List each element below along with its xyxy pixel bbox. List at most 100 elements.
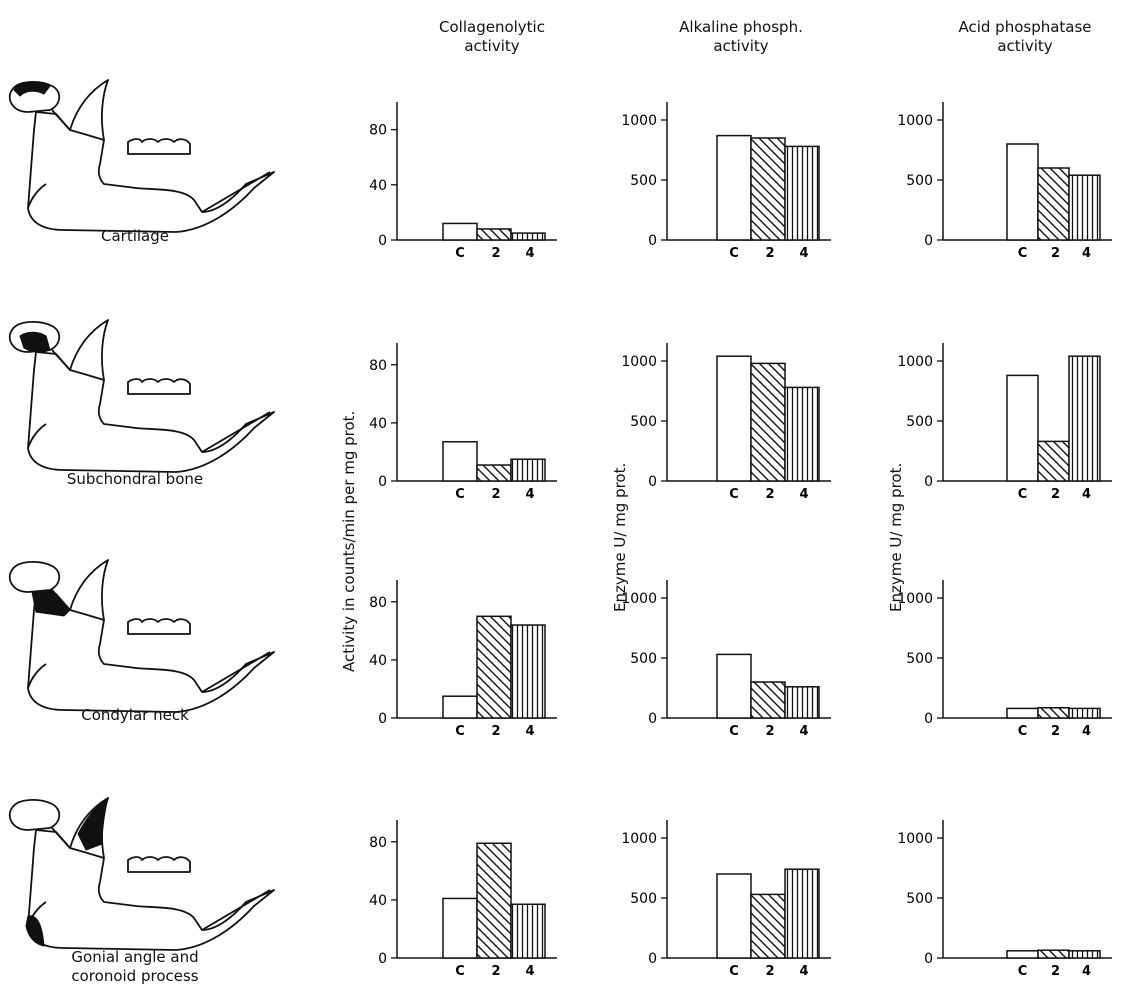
chart-panel: 0 40 80 C 2 4 <box>369 343 557 502</box>
highlight-cartilage <box>13 81 51 97</box>
chart-panel: 0 40 80 C 2 4 <box>369 820 557 979</box>
teeth-outline <box>127 856 191 873</box>
x-tick-label: 4 <box>525 246 534 261</box>
mandible-illustration <box>8 796 275 951</box>
condyle-outline <box>8 321 61 353</box>
y-tick-label: 500 <box>906 891 933 907</box>
x-tick-label: 4 <box>799 964 808 979</box>
bar <box>1006 143 1039 241</box>
gonial-line <box>27 423 47 449</box>
neck-line <box>51 827 71 849</box>
incisor-line <box>201 171 271 213</box>
highlight-neck <box>31 589 71 617</box>
y-tick-label: 1000 <box>897 831 933 847</box>
y-tick-label: 0 <box>648 474 657 490</box>
x-tick-label: 2 <box>765 246 774 261</box>
bar <box>750 893 786 959</box>
bar <box>442 695 478 719</box>
y-tick-label: 80 <box>369 358 387 374</box>
bar <box>1068 174 1101 241</box>
coronoid-outline <box>69 559 109 621</box>
y-tick-label: 0 <box>648 711 657 727</box>
x-tick-label: 4 <box>1082 246 1091 261</box>
x-tick-label: C <box>729 964 739 979</box>
column-header-alkaline: Alkaline phosph. activity <box>646 18 836 56</box>
x-tick-label: C <box>729 487 739 502</box>
bar <box>1068 950 1101 959</box>
x-tick-label: 4 <box>525 487 534 502</box>
neck-line <box>51 349 71 371</box>
bar <box>784 145 820 241</box>
teeth-outline <box>127 378 191 395</box>
mandible-illustration <box>8 79 275 233</box>
bar <box>510 232 546 241</box>
highlight-gonial <box>25 915 45 947</box>
y-tick-label: 0 <box>648 233 657 249</box>
y-tick-label: 40 <box>369 893 387 909</box>
y-tick-label: 1000 <box>621 591 657 607</box>
x-tick-label: 4 <box>799 724 808 739</box>
x-tick-label: 4 <box>525 724 534 739</box>
bar <box>476 464 512 482</box>
bar <box>510 458 546 482</box>
x-tick-label: 4 <box>799 487 808 502</box>
y-tick-label: 500 <box>906 173 933 189</box>
y-tick-label: 40 <box>369 416 387 432</box>
bar <box>750 362 786 482</box>
y-tick-label: 80 <box>369 123 387 139</box>
chart-panel: 0 500 1000 C 2 4 <box>621 102 831 261</box>
x-tick-label: 4 <box>1082 724 1091 739</box>
mandible-outline <box>27 829 275 951</box>
coronoid-outline <box>69 319 109 381</box>
bar <box>510 624 546 719</box>
bar <box>476 615 512 719</box>
row-label-line2: coronoid process <box>71 967 199 985</box>
y-tick-label: 500 <box>630 414 657 430</box>
mandible-outline <box>27 591 275 713</box>
column-header-line2: activity <box>997 37 1053 55</box>
x-tick-label: 2 <box>765 487 774 502</box>
y-tick-label: 0 <box>924 951 933 967</box>
x-tick-label: 2 <box>1051 246 1060 261</box>
y-tick-label: 500 <box>906 414 933 430</box>
x-tick-label: 2 <box>1051 724 1060 739</box>
gonial-line <box>27 663 47 689</box>
y-tick-label: 0 <box>378 951 387 967</box>
y-tick-label: 0 <box>378 711 387 727</box>
x-tick-label: 4 <box>799 246 808 261</box>
y-tick-label: 40 <box>369 653 387 669</box>
row-label-line1: Cartilage <box>101 227 169 245</box>
x-tick-label: 4 <box>525 964 534 979</box>
row-label-line1: Gonial angle and <box>71 948 199 966</box>
bar <box>476 228 512 241</box>
y-tick-label: 0 <box>924 711 933 727</box>
highlight-coronoid <box>77 796 109 851</box>
row-label-gonial-angle: Gonial angle and coronoid process <box>15 948 255 986</box>
bar <box>1037 707 1070 719</box>
bar <box>716 355 752 482</box>
x-tick-label: C <box>1018 964 1028 979</box>
gonial-line <box>27 183 47 209</box>
incisor-line <box>201 889 271 931</box>
x-tick-label: 4 <box>1082 487 1091 502</box>
row-label-line1: Subchondral bone <box>66 470 204 488</box>
bar <box>442 897 478 959</box>
x-tick-label: 2 <box>491 246 500 261</box>
bar <box>1068 355 1101 482</box>
x-tick-label: C <box>1018 487 1028 502</box>
bar <box>442 441 478 482</box>
y-tick-label: 500 <box>630 891 657 907</box>
y-tick-label: 0 <box>924 474 933 490</box>
bar <box>1037 949 1070 959</box>
x-tick-label: C <box>1018 246 1028 261</box>
chart-panel: 0 500 1000 C 2 4 <box>621 343 831 502</box>
y-tick-label: 0 <box>924 233 933 249</box>
bar <box>476 842 512 959</box>
y-tick-label: 1000 <box>621 354 657 370</box>
condyle-outline <box>8 799 61 831</box>
x-tick-label: 2 <box>491 487 500 502</box>
mandible-illustration <box>8 319 275 473</box>
column-header-line2: activity <box>464 37 520 55</box>
y-axis-title-collagenolytic: Activity in counts/min per mg prot. <box>340 410 358 672</box>
